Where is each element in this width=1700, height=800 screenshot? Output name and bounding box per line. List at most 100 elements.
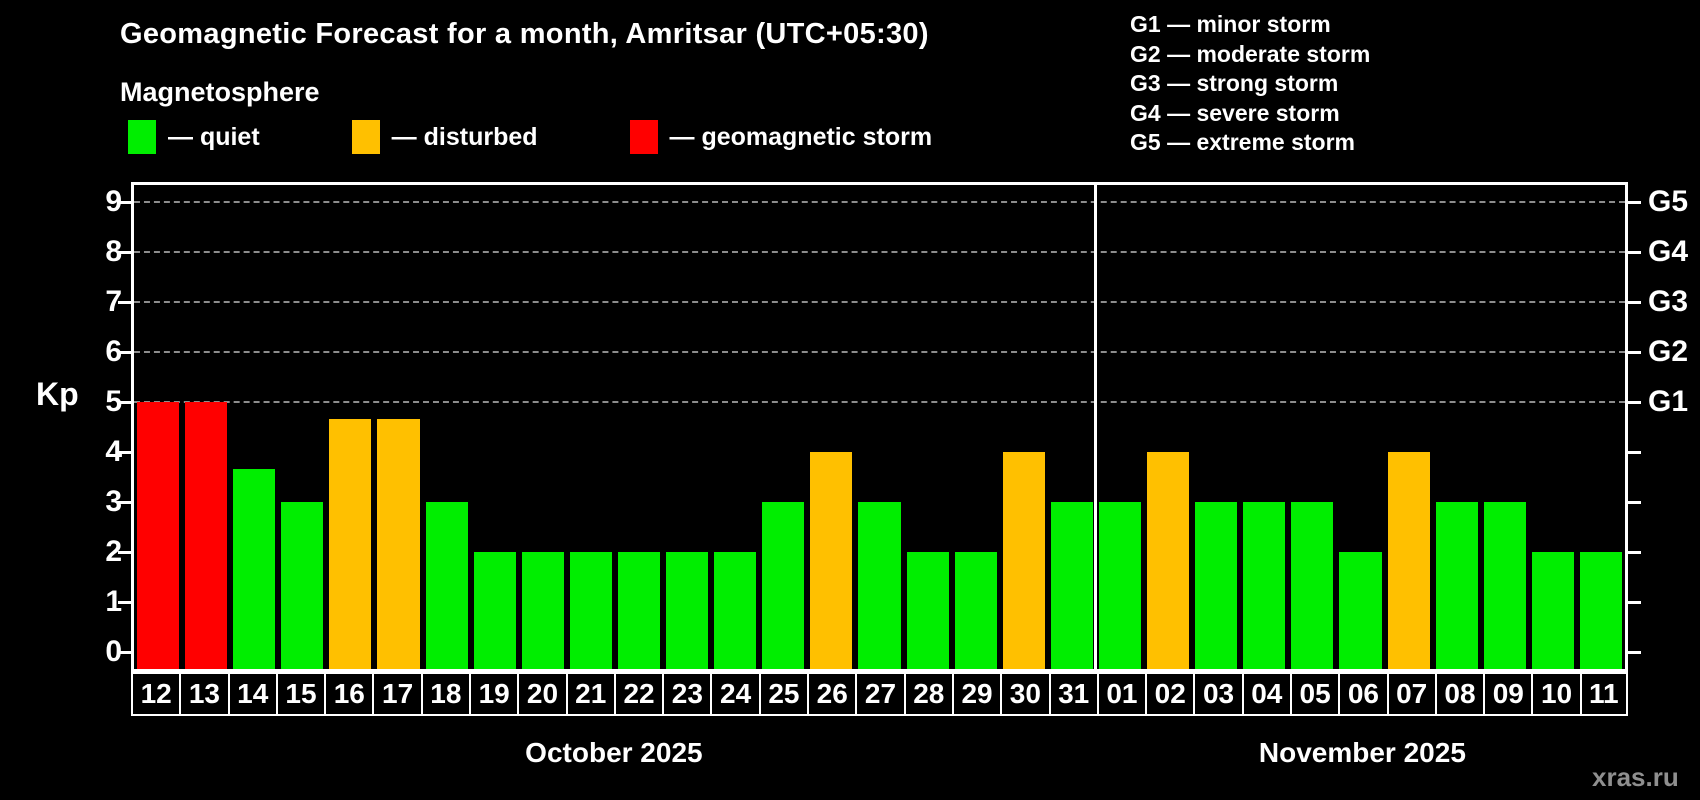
kp-bar-oct-13 — [185, 402, 228, 669]
kp-bar-oct-20 — [521, 552, 564, 669]
kp-bar-oct-15 — [281, 502, 324, 669]
kp-bar-oct-17 — [377, 418, 420, 669]
day-label-oct-13: 13 — [179, 672, 230, 716]
y-tick-label-2: 2 — [105, 535, 122, 568]
page-title: Geomagnetic Forecast for a month, Amrits… — [120, 18, 929, 50]
magnetosphere-legend: — quiet — disturbed — geomagnetic storm — [128, 120, 1024, 154]
legend-item-storm: — geomagnetic storm — [629, 120, 933, 154]
day-label-oct-20: 20 — [517, 672, 568, 716]
plot-area — [131, 182, 1628, 672]
kp-bar-nov-01 — [1098, 502, 1142, 669]
g-level-label-G5: G5 — [1648, 185, 1689, 218]
legend-item-quiet: — quiet — [128, 120, 260, 154]
y-tick-5-left — [118, 401, 131, 404]
y-tick-label-7: 7 — [105, 285, 122, 318]
kp-bar-nov-05 — [1291, 502, 1334, 669]
kp-bar-oct-21 — [569, 552, 612, 669]
disturbed-color-swatch — [351, 120, 380, 154]
y-tick-label-9: 9 — [105, 185, 122, 218]
kp-bar-nov-08 — [1435, 502, 1478, 669]
day-label-nov-04: 04 — [1241, 672, 1292, 716]
y-tick-8-left — [118, 251, 131, 254]
day-label-oct-25: 25 — [758, 672, 810, 716]
kp-bar-nov-04 — [1243, 502, 1286, 669]
kp-bar-nov-02 — [1147, 452, 1190, 669]
day-label-oct-17: 17 — [372, 672, 423, 716]
day-label-oct-24: 24 — [710, 672, 761, 716]
day-label-nov-02: 02 — [1145, 672, 1196, 716]
gridline-kp-6 — [134, 351, 1625, 353]
kp-bar-oct-23 — [666, 552, 709, 669]
day-label-nov-10: 10 — [1531, 672, 1582, 716]
day-label-oct-21: 21 — [565, 672, 616, 716]
kp-bar-nov-03 — [1195, 502, 1238, 669]
kp-bar-oct-25 — [762, 502, 805, 669]
kp-bar-nov-07 — [1387, 452, 1430, 669]
y-tick-2-left — [118, 551, 131, 554]
y-tick-label-3: 3 — [105, 485, 122, 518]
g-level-label-G4: G4 — [1648, 235, 1689, 268]
y-tick-label-8: 8 — [105, 235, 122, 268]
y-tick-label-1: 1 — [105, 585, 122, 618]
g-level-label-G1: G1 — [1648, 385, 1689, 418]
quiet-label: — quiet — [168, 122, 260, 151]
kp-bar-nov-09 — [1483, 502, 1526, 669]
day-label-nov-07: 07 — [1386, 672, 1437, 716]
day-label-oct-12: 12 — [131, 672, 182, 716]
watermark: xras.ru — [1592, 762, 1679, 792]
day-label-oct-30: 30 — [1000, 672, 1051, 716]
kp-bar-oct-29 — [954, 552, 997, 669]
day-label-oct-18: 18 — [420, 672, 472, 716]
day-label-oct-31: 31 — [1048, 672, 1099, 716]
y-tick-2-right — [1628, 551, 1641, 554]
y-tick-0-right — [1628, 651, 1641, 654]
day-label-oct-14: 14 — [227, 672, 278, 716]
day-label-nov-11: 11 — [1579, 672, 1628, 716]
kp-bar-oct-30 — [1002, 452, 1045, 669]
day-label-oct-16: 16 — [324, 672, 375, 716]
day-label-nov-09: 09 — [1483, 672, 1534, 716]
day-label-oct-29: 29 — [951, 672, 1003, 716]
g1-legend-row: G1 — minor storm — [1130, 11, 1331, 37]
y-tick-label-0: 0 — [105, 635, 122, 668]
gridline-kp-7 — [134, 301, 1625, 303]
day-label-oct-23: 23 — [662, 672, 713, 716]
g2-legend-row: G2 — moderate storm — [1130, 40, 1371, 67]
y-tick-9-right — [1628, 201, 1641, 204]
kp-bar-nov-11 — [1579, 552, 1622, 669]
kp-bar-oct-18 — [425, 502, 468, 669]
y-tick-1-left — [118, 601, 131, 604]
kp-bar-oct-31 — [1050, 502, 1093, 669]
y-tick-6-right — [1628, 351, 1641, 354]
kp-bar-oct-16 — [329, 418, 372, 669]
y-tick-label-6: 6 — [105, 335, 122, 368]
storm-label: — geomagnetic storm — [669, 122, 933, 151]
kp-bar-oct-27 — [858, 502, 901, 669]
g-scale-legend: G1 — minor storm G2 — moderate storm G3 … — [1130, 10, 1370, 158]
y-tick-8-right — [1628, 251, 1641, 254]
kp-bar-nov-10 — [1531, 552, 1574, 669]
y-tick-3-right — [1628, 501, 1641, 504]
gridline-kp-8 — [134, 251, 1625, 253]
kp-bar-oct-22 — [617, 552, 661, 669]
g5-legend-row: G5 — extreme storm — [1130, 129, 1355, 155]
disturbed-label: — disturbed — [391, 122, 538, 151]
day-label-nov-03: 03 — [1193, 672, 1244, 716]
day-label-oct-22: 22 — [613, 672, 665, 716]
day-label-oct-19: 19 — [469, 672, 520, 716]
kp-bar-oct-28 — [906, 552, 949, 669]
storm-color-swatch — [629, 120, 658, 154]
kp-bar-oct-14 — [233, 468, 276, 669]
day-label-oct-28: 28 — [903, 672, 954, 716]
day-label-oct-27: 27 — [855, 672, 906, 716]
quiet-color-swatch — [128, 120, 156, 154]
kp-bar-nov-06 — [1339, 552, 1382, 669]
g3-legend-row: G3 — strong storm — [1130, 70, 1339, 96]
y-tick-3-left — [118, 501, 131, 504]
kp-bar-oct-19 — [473, 552, 516, 669]
gridline-kp-5 — [134, 401, 1625, 403]
g-level-label-G2: G2 — [1648, 335, 1689, 368]
day-label-oct-26: 26 — [807, 672, 858, 716]
y-tick-4-left — [118, 451, 131, 454]
day-label-nov-08: 08 — [1434, 672, 1486, 716]
